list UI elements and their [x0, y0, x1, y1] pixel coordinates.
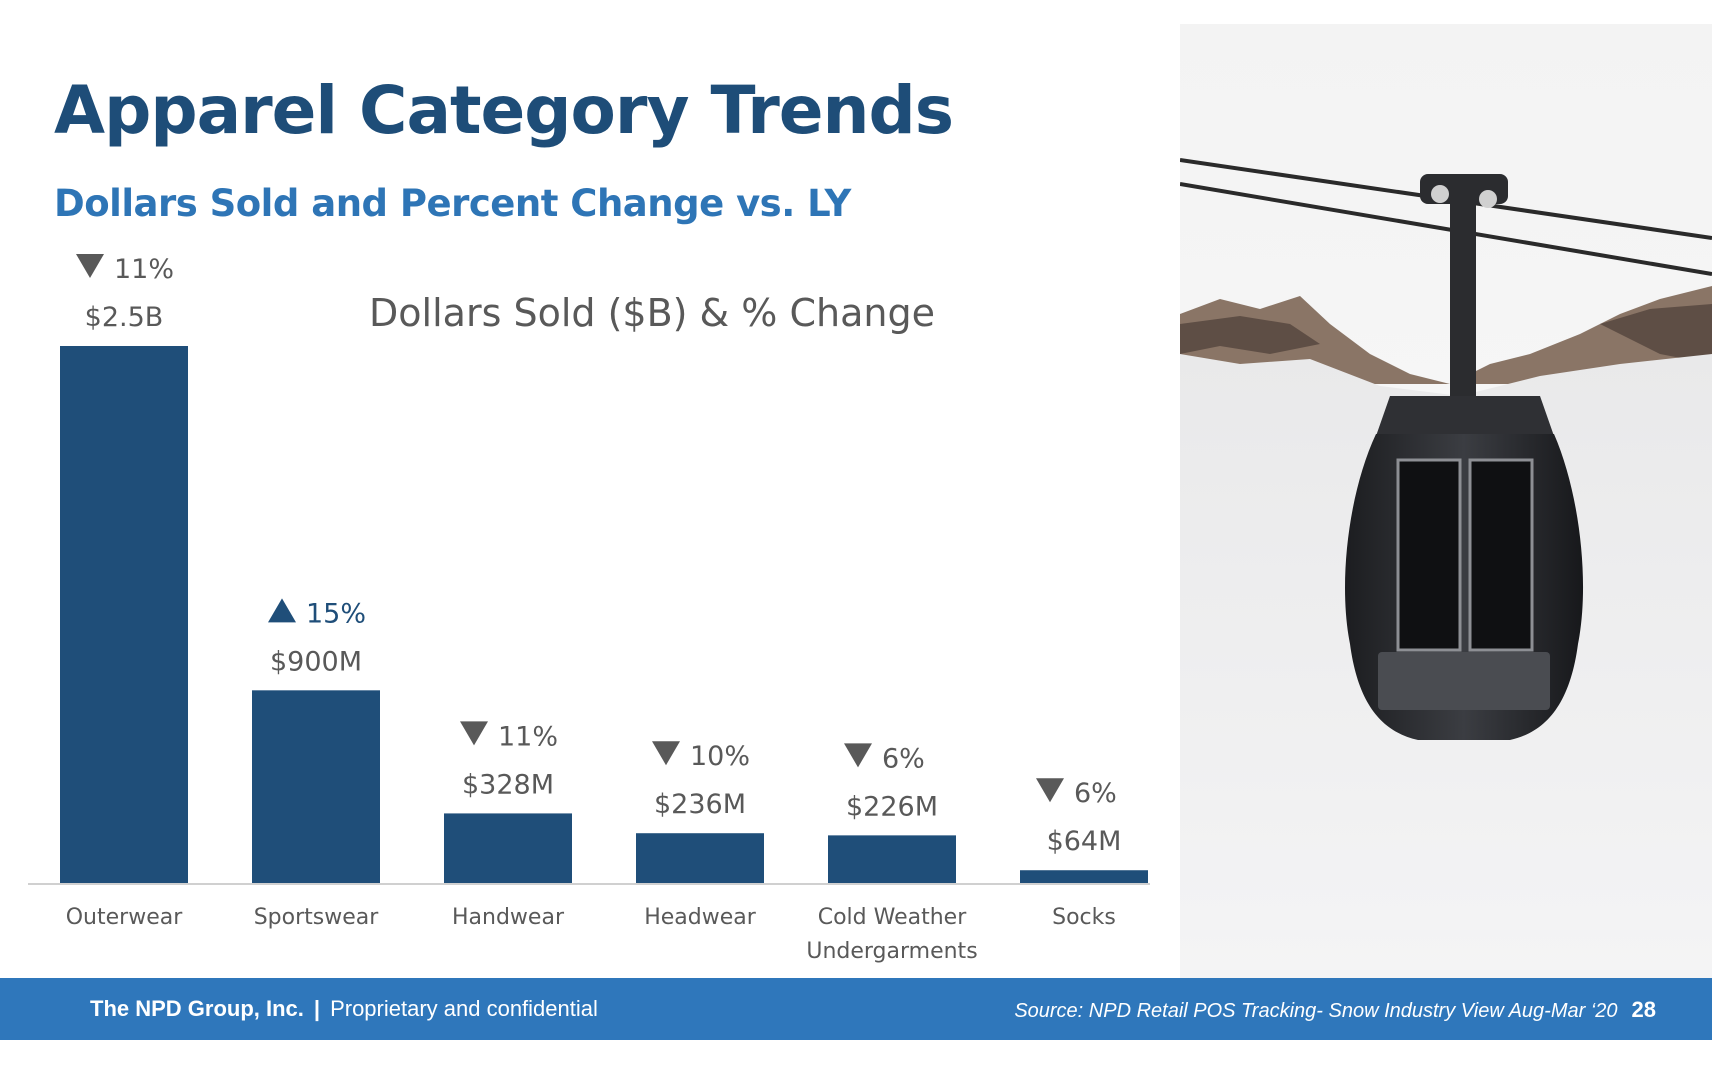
- data-label-change: 10%: [690, 741, 750, 772]
- x-tick-label: Cold Weather Undergarments: [806, 905, 977, 964]
- bar-chart: Dollars Sold ($B) & % Change $2.5B 11% Out…: [28, 254, 1150, 964]
- data-label-change: 11%: [114, 254, 174, 285]
- change-down-icon: [1036, 778, 1064, 803]
- x-tick-label: Socks: [1052, 905, 1116, 930]
- slide-title: Apparel Category Trends: [54, 72, 954, 149]
- hanger-arm: [1450, 199, 1476, 399]
- bar: [828, 835, 956, 884]
- change-down-icon: [844, 743, 872, 768]
- bar: [252, 690, 380, 884]
- data-label-change: 6%: [1074, 778, 1117, 809]
- cabin-roof: [1376, 396, 1554, 436]
- data-label-value: $328M: [462, 769, 554, 800]
- gondola-photo: [1180, 24, 1712, 978]
- cabin-door-left: [1396, 458, 1462, 652]
- data-label-value: $900M: [270, 646, 362, 677]
- footer-right: Source: NPD Retail POS Tracking- Snow In…: [1014, 997, 1656, 1023]
- change-down-icon: [652, 741, 680, 766]
- data-label-value: $226M: [846, 791, 938, 822]
- source-note: Source: NPD Retail POS Tracking- Snow In…: [1014, 1000, 1618, 1022]
- data-label-change: 6%: [882, 743, 925, 774]
- data-label-change: 15%: [306, 598, 366, 629]
- cable-lower: [1180, 182, 1712, 276]
- change-down-icon: [76, 254, 104, 278]
- x-tick-label: Handwear: [452, 905, 565, 930]
- data-label-value: $64M: [1047, 826, 1122, 857]
- x-tick-label: Headwear: [644, 905, 757, 930]
- data-label-change: 11%: [498, 721, 558, 752]
- cabin-door-right: [1468, 458, 1534, 652]
- mountain-ridge: [1180, 286, 1712, 384]
- bar: [60, 346, 188, 884]
- change-up-icon: [268, 598, 296, 623]
- change-down-icon: [460, 721, 488, 746]
- page-number: 28: [1631, 997, 1656, 1022]
- bar: [636, 833, 764, 884]
- footer-separator: |: [313, 996, 321, 1021]
- grip-wheel: [1431, 185, 1449, 203]
- footer-left: The NPD Group, Inc. | Proprietary and conf…: [90, 996, 598, 1022]
- x-tick-label: Outerwear: [66, 905, 183, 930]
- grip-wheel: [1479, 190, 1497, 208]
- confidential-note: Proprietary and confidential: [330, 996, 598, 1021]
- bar: [444, 813, 572, 884]
- slide-subtitle: Dollars Sold and Percent Change vs. LY: [54, 182, 851, 225]
- data-label-value: $236M: [654, 789, 746, 820]
- bar: [1020, 870, 1148, 884]
- x-tick-label: Sportswear: [254, 905, 380, 930]
- rock-shadow: [1180, 304, 1712, 364]
- cabin-seat: [1378, 652, 1550, 710]
- data-label-value: $2.5B: [85, 302, 164, 333]
- chart-title: Dollars Sold ($B) & % Change: [369, 291, 935, 335]
- company-name: The NPD Group, Inc.: [90, 996, 304, 1021]
- footer-bar: The NPD Group, Inc. | Proprietary and conf…: [0, 978, 1712, 1040]
